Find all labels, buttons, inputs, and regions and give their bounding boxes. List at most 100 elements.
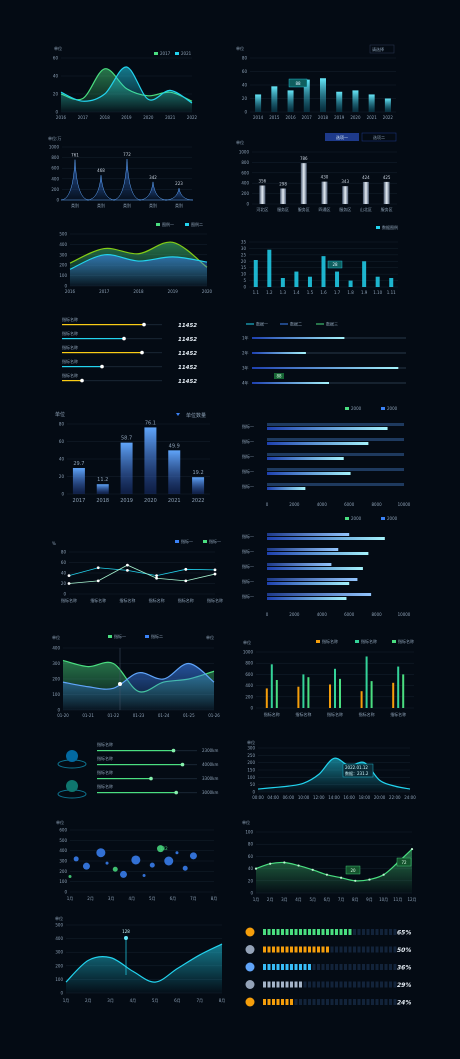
progress-segment [321,964,325,970]
progress-segment [326,999,329,1005]
data-label: 20 [350,868,356,873]
tooltip-date: 2022.01.12 [345,765,368,770]
legend-label: 指标一 [209,538,221,544]
data-point [213,572,217,576]
progress-segment [263,964,266,970]
x-tick-label: 2021 [168,498,181,504]
x-tick-label: 1.11 [387,290,396,295]
bar [321,181,328,204]
progress-knob [174,790,178,795]
bar [352,90,359,112]
y-tick-label: 1000 [49,145,60,150]
x-tick-label: 4月 [130,998,137,1003]
x-tick-label: 01-20 [57,713,69,718]
x-tick-label: 类别 [97,202,105,208]
x-tick-label: 2月 [267,897,274,902]
x-tick-label: 1.4 [293,290,300,295]
bar [384,98,391,112]
legend-swatch [108,635,112,638]
row-value: 11452 [178,379,197,385]
progress-segment [389,946,392,953]
progress-segment [384,929,388,935]
data-point [96,566,100,570]
data-label: 72 [401,860,407,865]
bar [320,78,326,112]
bar [370,681,373,708]
tooltip-value: 132 [160,846,168,851]
progress-segment [267,999,271,1005]
data-label: 430 [321,175,329,180]
legend-swatch [316,640,320,643]
series-line [65,943,223,983]
x-tick-label: 类别 [149,202,157,208]
y-tick-label: 指标一 [242,483,254,489]
x-tick-label: 2016 [56,115,67,120]
x-tick-label: 01-22 [108,713,120,718]
y-tick-label: 800 [241,160,249,165]
progress-segment [285,981,289,988]
progress-segment [276,981,280,988]
row-label: 指标名称 [97,783,113,789]
row-value: 65% [397,930,411,937]
x-tick-label: 6月 [170,896,177,901]
y-axis-title: 单位 [54,45,62,51]
progress-segment [317,964,320,970]
row-value: 11452 [178,351,197,357]
select-dropdown[interactable] [369,44,395,54]
bar [335,271,340,287]
legend-swatch [176,413,180,416]
x-tick-label: 2018 [133,289,144,294]
tooltip-value: 88 [276,374,282,379]
x-tick-label: 9月 [366,897,373,902]
bar [267,593,372,596]
tab-option-2[interactable] [361,132,397,142]
series-line [255,848,413,882]
legend-swatch [355,640,359,643]
scatter-point [119,870,127,878]
progress-segment [348,929,352,935]
data-label: 29.7 [73,461,84,467]
peak [60,159,90,201]
chart-peaks-3: 单位:万 0 200 400 600 800 1000 761 类别 468 类别 772 类别 342 类… [48,135,194,208]
tooltip-box [274,373,284,379]
bar [334,668,336,708]
bar [267,567,363,570]
tab-option-1[interactable] [325,133,359,141]
progress-segment [362,964,365,970]
row-value: 2300km [202,748,218,753]
chart-progress-15: 指标名称 2300km 指标名称 4000km 指标名称 3300km 指标名称 3000km [57,741,218,799]
series-area [70,254,207,286]
y-tick-label: 指标一 [242,548,254,554]
bar [270,664,273,708]
data-label: 786 [300,156,308,161]
progress-segment [348,946,352,953]
bar [342,186,349,204]
data-label: 761 [71,153,79,158]
y-tick-label: 100 [52,692,60,697]
chart-segment-20: 65% 50% 36% 29% 24% [245,927,411,1007]
data-label: 19.2 [193,470,204,476]
y-tick-label: 80 [242,56,248,61]
x-tick-label: 1.10 [373,290,382,295]
legend-swatch [156,223,160,226]
y-tick-label: 200 [241,191,249,196]
progress-segment [294,981,298,988]
bar [362,181,369,204]
legend-swatch [154,52,158,55]
progress-segment [371,999,374,1005]
y-tick-label: 0 [250,706,253,711]
x-tick-label: 1月 [67,896,74,901]
crosshair-point [118,682,122,686]
progress-knob [142,322,146,327]
y-tick-label: 200 [59,263,67,268]
progress-segment [290,946,293,953]
progress-segment [393,999,397,1005]
data-point [184,579,188,583]
data-point [126,563,129,567]
bar [375,276,380,287]
progress-segment [366,929,370,935]
series-line [62,662,215,690]
x-tick-label: 河北区 [256,206,268,212]
legend-label: 2000 [351,406,362,411]
